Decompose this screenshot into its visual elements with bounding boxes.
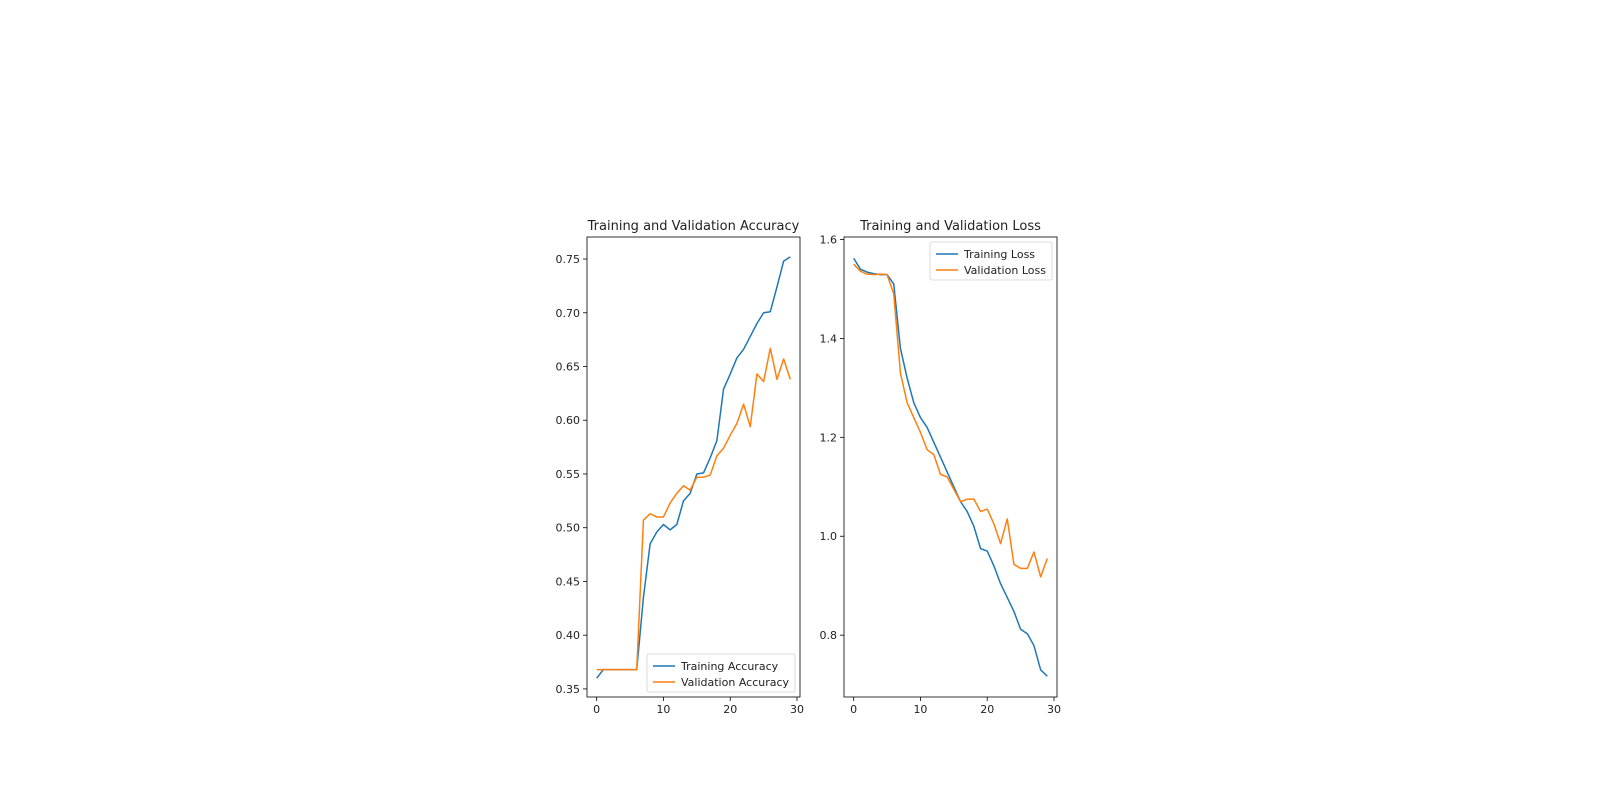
legend: Training Accuracy Validation Accuracy [646,653,796,693]
chart-title: Training and Validation Loss [859,219,1041,234]
x-tick-label: 20 [980,703,994,716]
legend: Training Loss Validation Loss [929,241,1053,281]
chart-title: Training and Validation Accuracy [587,219,800,234]
y-tick-label: 0.60 [556,414,581,427]
plot-frame [843,236,1058,698]
x-tick-label: 10 [656,703,670,716]
y-tick-label: 0.35 [556,683,581,696]
y-tick-label: 0.45 [556,575,581,588]
y-tick-label: 0.75 [556,253,581,266]
chart-1: Training and Validation Accuracy 0 10 20 30 0… [556,219,804,716]
x-tick-label: 30 [790,703,804,716]
legend-label: Validation Accuracy [681,676,790,689]
y-tick-label: 0.8 [820,629,838,642]
y-tick-label: 1.6 [820,233,838,246]
chart-2: Training and Validation Loss 0 10 20 30 0.8 1.… [820,219,1061,716]
y-tick-label: 0.50 [556,522,581,535]
y-tick-label: 0.65 [556,361,581,374]
x-tick-label: 20 [723,703,737,716]
y-tick-label: 1.2 [820,431,838,444]
x-tick-label: 30 [1047,703,1061,716]
y-tick-label: 0.70 [556,307,581,320]
legend-label: Training Loss [963,248,1035,261]
y-tick-label: 1.4 [820,332,838,345]
legend-label: Validation Loss [964,264,1046,277]
plot-frame [586,236,801,698]
y-tick-label: 0.55 [556,468,581,481]
x-tick-label: 0 [850,703,857,716]
x-tick-label: 0 [593,703,600,716]
y-tick-label: 0.40 [556,629,581,642]
x-tick-label: 10 [913,703,927,716]
validation-accuracy-line [596,347,792,671]
legend-label: Training Accuracy [680,660,779,673]
legend-box [929,241,1053,281]
y-tick-label: 1.0 [820,530,838,543]
legend-box [646,653,796,693]
validation-loss-line [853,263,1049,578]
